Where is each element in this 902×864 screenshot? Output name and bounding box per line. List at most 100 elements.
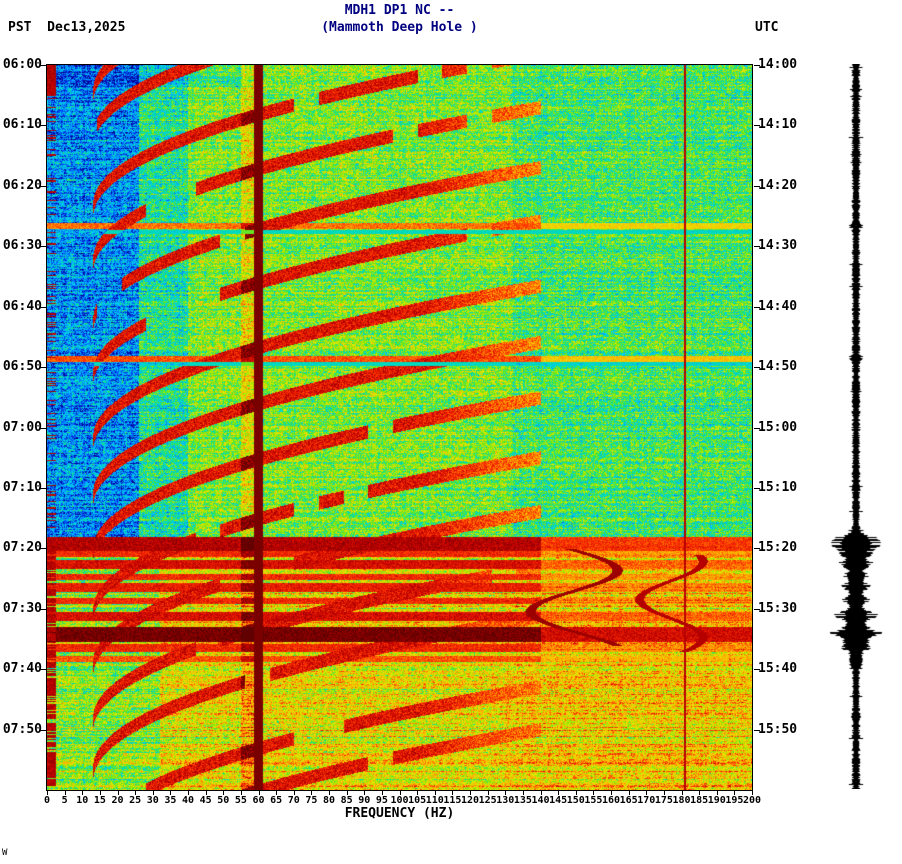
- freq-tick-label: 125: [478, 795, 497, 806]
- freq-tick-label: 120: [460, 795, 480, 806]
- freq-tick-label: 170: [637, 795, 656, 806]
- freq-tick-label: 40: [181, 795, 195, 806]
- freq-tick-label: 175: [654, 795, 673, 806]
- freq-axis-tick: [452, 791, 454, 795]
- left-axis-tick: [40, 669, 46, 671]
- freq-axis-tick: [646, 791, 648, 795]
- left-time-tick-label: 07:00: [2, 419, 42, 435]
- left-time-tick-label: 06:50: [2, 359, 42, 375]
- freq-axis-tick: [82, 791, 84, 795]
- seismogram-trace: [824, 64, 888, 789]
- station-subtitle: (Mammoth Deep Hole ): [321, 20, 478, 35]
- right-time-tick-label: 15:10: [758, 479, 798, 495]
- freq-axis-tick: [558, 791, 560, 795]
- corner-mark: W: [2, 848, 8, 858]
- left-time-tick-label: 06:30: [2, 238, 42, 254]
- freq-axis-tick: [699, 791, 701, 795]
- left-axis-tick: [40, 246, 46, 248]
- right-time-tick-label: 14:50: [758, 359, 798, 375]
- freq-tick-label: 135: [513, 795, 532, 806]
- freq-tick-label: 165: [619, 795, 638, 806]
- freq-axis-tick: [734, 791, 736, 795]
- freq-tick-label: 180: [672, 795, 691, 806]
- left-time-tick-label: 06:40: [2, 298, 42, 314]
- freq-tick-label: 30: [146, 795, 159, 806]
- freq-axis-tick: [276, 791, 278, 795]
- freq-tick-label: 90: [358, 795, 371, 806]
- right-time-tick-label: 14:40: [758, 298, 798, 314]
- freq-axis-tick: [470, 791, 471, 795]
- right-time-tick-label: 15:00: [758, 419, 798, 435]
- freq-tick-label: 155: [584, 795, 603, 806]
- left-axis-tick: [40, 65, 46, 66]
- freq-axis-tick: [117, 791, 119, 795]
- left-time-tick-label: 06:20: [2, 177, 42, 193]
- freq-axis-tick: [752, 791, 753, 795]
- freq-axis-tick: [99, 791, 101, 795]
- left-time-tick-label: 07:20: [2, 540, 42, 556]
- freq-tick-label: 65: [270, 795, 283, 806]
- left-time-tick-label: 07:40: [2, 661, 42, 677]
- left-axis-tick: [40, 548, 46, 550]
- left-axis-tick: [40, 729, 46, 731]
- right-axis-tick: [754, 306, 760, 308]
- timezone-right-label: UTC: [755, 20, 779, 35]
- freq-tick-label: 55: [234, 795, 247, 806]
- left-axis-tick: [40, 306, 46, 308]
- freq-tick-label: 150: [566, 795, 585, 806]
- freq-tick-label: 200: [742, 795, 762, 806]
- freq-tick-label: 15: [93, 795, 106, 806]
- freq-tick-label: 105: [408, 795, 427, 806]
- left-time-tick-label: 06:10: [2, 117, 42, 133]
- freq-tick-label: 45: [199, 795, 212, 806]
- right-axis-tick: [754, 246, 760, 248]
- freq-axis-tick: [575, 791, 577, 795]
- right-axis-tick: [754, 548, 760, 550]
- right-time-tick-label: 15:50: [758, 721, 798, 737]
- freq-tick-label: 115: [443, 795, 462, 806]
- freq-axis-tick: [346, 791, 348, 795]
- freq-axis-tick: [64, 791, 66, 795]
- right-axis-tick: [754, 487, 760, 489]
- right-axis-tick: [754, 729, 760, 731]
- freq-axis-tick: [716, 791, 718, 795]
- right-axis-tick: [754, 669, 760, 671]
- freq-axis-tick: [399, 791, 401, 795]
- left-time-tick-label: 06:00: [2, 57, 42, 72]
- freq-tick-label: 5: [61, 795, 68, 806]
- timezone-left-label: PST Dec13,2025: [8, 20, 126, 35]
- freq-tick-label: 100: [390, 795, 409, 806]
- freq-axis-tick: [663, 791, 665, 795]
- freq-tick-label: 80: [322, 795, 336, 806]
- freq-axis-tick: [311, 791, 313, 795]
- freq-tick-label: 0: [43, 795, 51, 806]
- freq-axis-tick: [611, 791, 612, 795]
- freq-tick-label: 70: [287, 795, 300, 806]
- freq-tick-label: 35: [164, 795, 177, 806]
- right-axis-tick: [754, 367, 760, 369]
- freq-axis-tick: [487, 791, 489, 795]
- frequency-axis-label: FREQUENCY (HZ): [344, 806, 455, 821]
- freq-axis-tick: [434, 791, 436, 795]
- freq-tick-label: 50: [217, 795, 230, 806]
- right-axis-tick: [754, 125, 760, 127]
- right-axis-tick: [754, 608, 760, 610]
- spectrogram-heatmap: [46, 64, 753, 791]
- freq-axis-tick: [628, 791, 630, 795]
- right-time-tick-label: 14:30: [758, 238, 798, 254]
- freq-axis-tick: [293, 791, 295, 795]
- freq-tick-label: 85: [340, 795, 353, 806]
- freq-axis-tick: [522, 791, 524, 795]
- freq-axis-tick: [135, 791, 137, 795]
- freq-axis-tick: [170, 791, 172, 795]
- freq-axis-tick: [223, 791, 225, 795]
- right-time-tick-label: 14:10: [758, 117, 798, 133]
- freq-tick-label: 190: [707, 795, 726, 806]
- freq-axis-tick: [152, 791, 154, 795]
- freq-axis-tick: [540, 791, 542, 795]
- freq-tick-label: 110: [425, 795, 444, 806]
- left-time-tick-label: 07:10: [2, 479, 42, 495]
- right-time-tick-label: 15:40: [758, 661, 798, 677]
- left-time-tick-label: 07:30: [2, 600, 42, 616]
